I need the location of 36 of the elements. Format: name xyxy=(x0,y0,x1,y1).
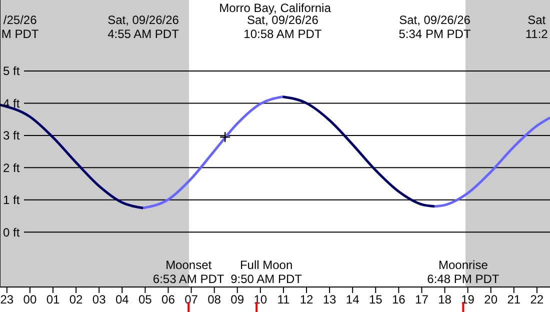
x-tick-label: 14 xyxy=(346,292,360,307)
annotation: Sat 11:2 xyxy=(525,13,548,41)
x-tick-label: 17 xyxy=(415,292,429,307)
x-tick-label: 23 xyxy=(0,292,14,307)
x-tick-label: 04 xyxy=(115,292,130,307)
x-tick-label: 19 xyxy=(461,292,475,307)
x-tick-label: 05 xyxy=(138,292,152,307)
x-tick-label: 08 xyxy=(208,292,222,307)
ref-line-label: Full Moon 9:50 AM PDT xyxy=(230,258,303,286)
x-tick-label: 02 xyxy=(69,292,84,307)
y-tick-label: 5 ft xyxy=(3,64,20,78)
x-tick-label: 15 xyxy=(368,292,383,307)
x-tick-label: 18 xyxy=(438,292,452,307)
annotation: Sat, 09/26/26 10:58 AM PDT xyxy=(244,13,322,41)
x-tick-label: 06 xyxy=(162,292,176,307)
annotation: /25/26 M PDT xyxy=(1,13,40,41)
x-tick-label: 22 xyxy=(530,292,544,307)
ref-line-label: Moonset 6:53 AM PDT xyxy=(152,258,225,286)
x-tick-label: 21 xyxy=(507,292,521,307)
x-tick-label: 01 xyxy=(46,292,60,307)
x-tick-label: 09 xyxy=(230,292,244,307)
x-tick-label: 16 xyxy=(392,292,406,307)
x-tick-label: 20 xyxy=(484,292,498,307)
chart-title: Morro Bay, California xyxy=(219,1,332,15)
y-tick-label: 2 ft xyxy=(3,160,20,175)
x-tick-label: 00 xyxy=(23,292,37,307)
x-tick-label: 11 xyxy=(277,292,290,307)
x-tick-label: 12 xyxy=(300,292,314,307)
ref-line-label: Moonrise 6:48 PM PDT xyxy=(427,258,500,286)
annotation: Sat, 09/26/26 4:55 AM PDT xyxy=(108,13,180,41)
x-tick-label: 13 xyxy=(322,292,337,307)
annotation: Sat, 09/26/26 5:34 PM PDT xyxy=(398,13,472,41)
y-tick-label: 0 ft xyxy=(3,225,20,240)
y-tick-label: 3 ft xyxy=(3,128,20,143)
y-tick-label: 1 ft xyxy=(3,193,20,208)
x-tick-label: 03 xyxy=(92,292,106,307)
